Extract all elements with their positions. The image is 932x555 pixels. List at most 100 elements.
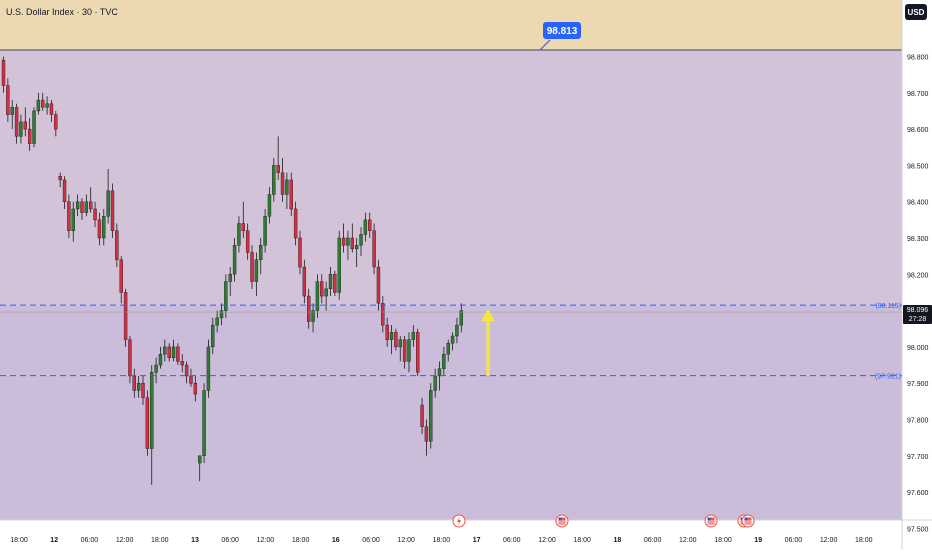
- candle-body: [337, 237, 341, 293]
- candle-body: [193, 383, 198, 395]
- candle-body: [350, 237, 354, 250]
- event-bolt-icon[interactable]: [452, 514, 466, 528]
- last-price-value: 98.096: [907, 307, 929, 314]
- price-tick-label: 97.500: [907, 526, 929, 533]
- us-flag-event-icon[interactable]: [704, 514, 718, 528]
- candle-body: [189, 375, 193, 384]
- time-tick-label: 16: [332, 537, 340, 544]
- price-tick-label: 98.300: [907, 236, 929, 243]
- candle-body: [141, 383, 145, 398]
- time-tick-label: 06:00: [503, 537, 521, 544]
- candle-body: [272, 165, 276, 195]
- candle-body: [280, 172, 285, 195]
- candle-body: [75, 201, 80, 210]
- candle-body: [19, 121, 23, 137]
- candle-body: [62, 179, 67, 202]
- symbol-title[interactable]: U.S. Dollar Index · 30 · TVC: [6, 7, 118, 17]
- price-tick-label: 98.700: [907, 91, 929, 98]
- candle-body: [158, 353, 163, 366]
- candle-body: [45, 103, 49, 108]
- candle-body: [442, 353, 446, 369]
- price-tick-label: 98.500: [907, 163, 929, 170]
- candle-body: [433, 375, 437, 391]
- target-price-callout[interactable]: 98.813: [539, 22, 581, 51]
- candle-body: [184, 364, 189, 377]
- time-axis[interactable]: 18:00 12 06:00 12:00 18:00 13 06:00 12:00 18:00 1…: [10, 537, 872, 544]
- candle-body: [106, 190, 110, 217]
- candle-body: [154, 364, 158, 373]
- candle-body: [302, 266, 307, 297]
- candle-body: [197, 455, 202, 464]
- candle-body: [354, 245, 359, 250]
- middle-zone-shading: [0, 50, 902, 306]
- candle-body: [285, 179, 289, 195]
- candle-body: [132, 375, 137, 391]
- price-tick-label: 97.600: [907, 490, 929, 497]
- candle-body: [54, 114, 58, 130]
- candle-body: [407, 339, 411, 362]
- candle-body: [389, 332, 394, 340]
- candle-body: [1, 59, 6, 86]
- candle-body: [110, 190, 115, 231]
- candle-body: [128, 339, 132, 377]
- time-tick-label: 18:00: [292, 537, 310, 544]
- candle-body: [289, 179, 293, 210]
- candle-body: [293, 208, 298, 239]
- time-tick-label: 12:00: [820, 537, 838, 544]
- candle-body: [180, 361, 184, 366]
- candle-body: [416, 332, 420, 373]
- candle-body: [398, 339, 402, 348]
- time-tick-label: 12:00: [397, 537, 415, 544]
- candle-body: [202, 390, 206, 456]
- event-markers[interactable]: [452, 514, 755, 528]
- time-tick-label: 18:00: [433, 537, 451, 544]
- candle-body: [136, 383, 141, 391]
- candle-body: [93, 208, 97, 221]
- candle-body: [346, 237, 350, 246]
- time-tick-label: 06:00: [81, 537, 99, 544]
- candle-body: [6, 85, 10, 115]
- time-tick-label: 06:00: [362, 537, 380, 544]
- candle-body: [219, 310, 224, 319]
- price-axis[interactable]: 98.800 98.700 98.600 98.500 98.400 98.300 98.2…: [907, 55, 929, 534]
- upper-level-label: (98.115): [875, 303, 901, 310]
- time-tick-label: 06:00: [785, 537, 803, 544]
- time-tick-label: 19: [754, 537, 762, 544]
- time-tick-label: 13: [191, 537, 199, 544]
- candle-body: [276, 165, 280, 173]
- candle-body: [237, 223, 241, 246]
- candle-body: [176, 346, 180, 362]
- price-tick-label: 98.200: [907, 272, 929, 279]
- candle-body: [437, 368, 442, 377]
- candle-body: [211, 324, 215, 348]
- price-tick-label: 98.800: [907, 55, 929, 62]
- time-tick-label: 12:00: [257, 537, 275, 544]
- candle-body: [232, 245, 237, 275]
- up-arrow-annotation[interactable]: [481, 309, 495, 376]
- us-flag-event-icon[interactable]: [555, 514, 569, 528]
- time-tick-label: 12: [50, 537, 58, 544]
- us-flag-event-icon[interactable]: [741, 514, 755, 528]
- candle-body: [381, 303, 385, 326]
- candle-body: [263, 216, 267, 246]
- candle-body: [49, 103, 54, 115]
- time-tick-label: 06:00: [644, 537, 662, 544]
- candle-body: [145, 397, 150, 449]
- currency-button[interactable]: USD: [905, 4, 927, 20]
- candles-layer: [1, 56, 463, 485]
- candle-body: [115, 230, 119, 260]
- candle-body: [228, 274, 232, 282]
- candle-body: [88, 201, 93, 210]
- candle-body: [424, 426, 429, 442]
- candle-body: [206, 346, 211, 391]
- candle-body: [320, 281, 324, 297]
- price-tick-label: 97.900: [907, 381, 929, 388]
- time-tick-label: 18: [614, 537, 622, 544]
- candle-body: [215, 317, 219, 326]
- candle-body: [150, 372, 154, 449]
- candle-body: [429, 390, 433, 442]
- time-tick-label: 18:00: [714, 537, 732, 544]
- candle-body: [372, 230, 376, 268]
